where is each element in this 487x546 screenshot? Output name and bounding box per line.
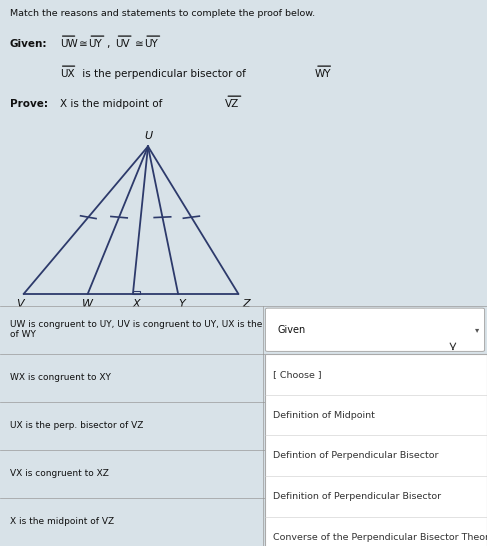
Text: [ Choose ]: [ Choose ]: [278, 517, 327, 527]
Text: ▾: ▾: [475, 518, 479, 526]
Text: ▾: ▾: [475, 325, 479, 334]
FancyBboxPatch shape: [265, 500, 485, 544]
Text: X is the midpoint of: X is the midpoint of: [60, 99, 166, 109]
Text: VZ: VZ: [225, 99, 240, 109]
Text: is the perpendicular bisector of: is the perpendicular bisector of: [79, 69, 249, 79]
Text: Given:: Given:: [10, 39, 47, 49]
Text: WX is congruent to XY: WX is congruent to XY: [10, 373, 111, 382]
Text: WY: WY: [315, 69, 332, 79]
Text: Definition of Midpoint: Definition of Midpoint: [273, 411, 375, 419]
Bar: [133, 291, 140, 294]
Text: UW: UW: [60, 39, 77, 49]
Text: UX: UX: [60, 69, 75, 79]
Text: UY: UY: [89, 39, 102, 49]
Text: UY: UY: [144, 39, 158, 49]
Text: Y: Y: [179, 299, 185, 309]
Text: U: U: [144, 131, 152, 141]
Text: W: W: [82, 299, 93, 309]
Text: [ Choose ]: [ Choose ]: [273, 370, 321, 379]
Text: Given: Given: [278, 325, 306, 335]
Text: X is the midpoint of VZ: X is the midpoint of VZ: [10, 518, 114, 526]
Text: Z: Z: [242, 299, 250, 309]
FancyBboxPatch shape: [265, 308, 485, 352]
Text: VX is congruent to XZ: VX is congruent to XZ: [10, 470, 109, 478]
Text: Converse of the Perpendicular Bisector Theorem: Converse of the Perpendicular Bisector T…: [273, 533, 487, 542]
Text: Defintion of Perpendicular Bisector: Defintion of Perpendicular Bisector: [273, 452, 438, 460]
Text: UW is congruent to UY, UV is congruent to UY, UX is the perp. bisector
of WY: UW is congruent to UY, UV is congruent t…: [10, 320, 328, 340]
Text: Definition of Perpendicular Bisector: Definition of Perpendicular Bisector: [273, 492, 441, 501]
Text: Prove:: Prove:: [10, 99, 48, 109]
Text: V: V: [16, 299, 24, 309]
Text: UX is the perp. bisector of VZ: UX is the perp. bisector of VZ: [10, 422, 143, 430]
Text: X: X: [133, 299, 140, 309]
FancyBboxPatch shape: [265, 354, 487, 546]
Text: ,: ,: [108, 39, 114, 49]
Text: ≅: ≅: [135, 39, 147, 49]
Text: ≅: ≅: [79, 39, 91, 49]
Text: Match the reasons and statements to complete the proof below.: Match the reasons and statements to comp…: [10, 9, 315, 18]
Text: UV: UV: [115, 39, 130, 49]
